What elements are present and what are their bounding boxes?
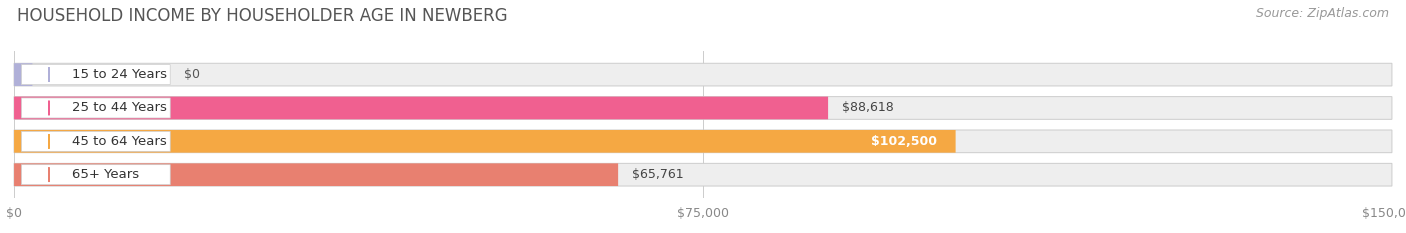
- FancyBboxPatch shape: [21, 165, 170, 185]
- Text: 25 to 44 Years: 25 to 44 Years: [72, 102, 167, 114]
- Text: Source: ZipAtlas.com: Source: ZipAtlas.com: [1256, 7, 1389, 20]
- Text: HOUSEHOLD INCOME BY HOUSEHOLDER AGE IN NEWBERG: HOUSEHOLD INCOME BY HOUSEHOLDER AGE IN N…: [17, 7, 508, 25]
- Text: $0: $0: [184, 68, 200, 81]
- Text: 15 to 24 Years: 15 to 24 Years: [72, 68, 167, 81]
- Text: $102,500: $102,500: [872, 135, 938, 148]
- FancyBboxPatch shape: [14, 163, 619, 186]
- FancyBboxPatch shape: [14, 130, 1392, 153]
- FancyBboxPatch shape: [14, 63, 32, 86]
- FancyBboxPatch shape: [14, 63, 1392, 86]
- Text: $65,761: $65,761: [631, 168, 683, 181]
- FancyBboxPatch shape: [21, 131, 170, 151]
- FancyBboxPatch shape: [21, 98, 170, 118]
- Text: 45 to 64 Years: 45 to 64 Years: [72, 135, 167, 148]
- Text: $88,618: $88,618: [842, 102, 894, 114]
- FancyBboxPatch shape: [14, 97, 1392, 119]
- FancyBboxPatch shape: [21, 65, 170, 85]
- FancyBboxPatch shape: [14, 130, 956, 153]
- FancyBboxPatch shape: [14, 97, 828, 119]
- FancyBboxPatch shape: [14, 163, 1392, 186]
- Text: 65+ Years: 65+ Years: [72, 168, 139, 181]
